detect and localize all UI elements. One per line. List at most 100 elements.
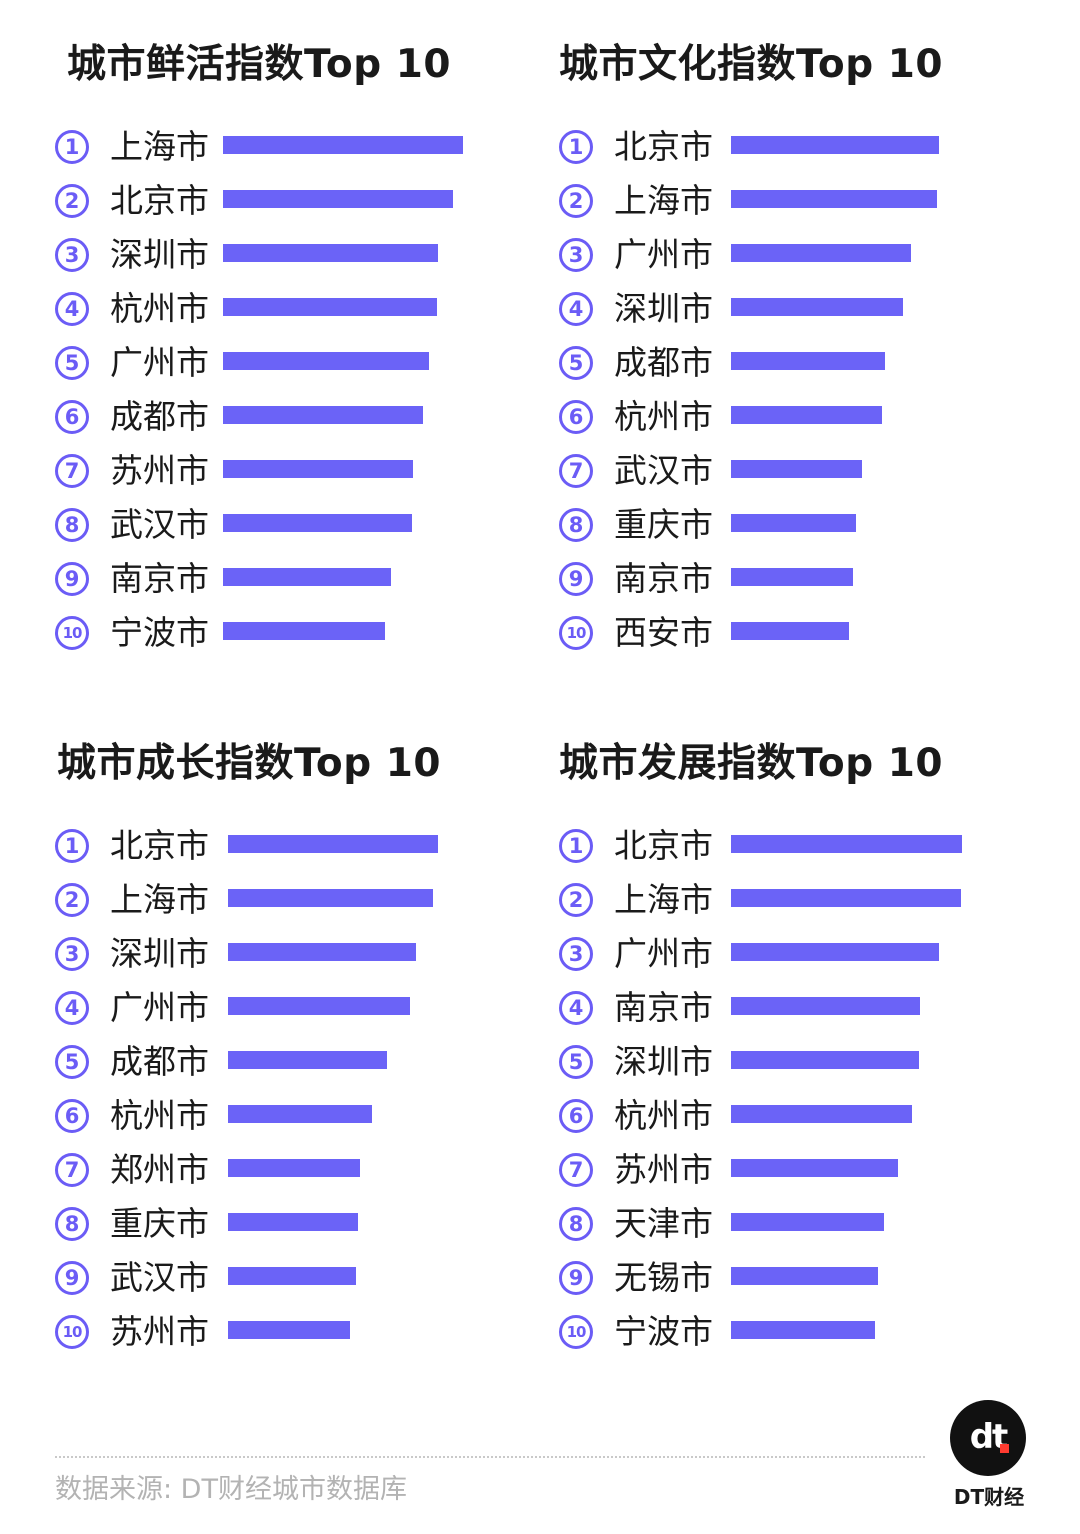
category-label: 深圳市 [110,934,209,973]
rank-badge-icon: 2 [559,184,593,218]
bar [228,1159,361,1177]
rank-badge-icon: 6 [55,400,89,434]
bar [731,835,962,853]
rank-badge-icon: 1 [559,130,593,164]
bar [228,835,438,853]
rank-badge-icon: 4 [559,991,593,1025]
bar-row: 3 广州市 [559,231,1059,285]
bar-row: 5 成都市 [55,1038,555,1092]
bar-row: 5 成都市 [559,339,1059,393]
bar-row: 2 上海市 [559,177,1059,231]
bar-row: 6 杭州市 [55,1092,555,1146]
bar [223,622,385,640]
footer-divider [55,1456,925,1458]
rank-badge-icon: 5 [55,1045,89,1079]
rank-badge-icon: 10 [55,616,89,650]
rank-badge-icon: 9 [55,1261,89,1295]
category-label: 杭州市 [614,1096,713,1135]
chart-panel-1: 城市鲜活指数Top 10 1 上海市 2 北京市 3 深圳市 4 杭州市 5 广州市 6 成都市 7 苏州… [55,35,555,675]
rank-badge-icon: 10 [55,1315,89,1349]
bar-rows: 1 北京市 2 上海市 3 深圳市 4 广州市 5 成都市 6 杭州市 7 郑州市 8 重庆市 9 武汉市 10 苏州… [55,734,555,1374]
rank-badge-icon: 10 [559,1315,593,1349]
bar-rows: 1 北京市 2 上海市 3 广州市 4 南京市 5 深圳市 6 杭州市 7 苏州市 8 天津市 9 无锡市 10 宁波… [559,734,1059,1374]
category-label: 重庆市 [110,1204,209,1243]
chart-title: 城市成长指数Top 10 [57,741,441,786]
brand-name: DT财经 [953,1485,1025,1509]
rank-badge-icon: 2 [559,883,593,917]
chart-title: 城市文化指数Top 10 [559,42,943,87]
rank-badge-icon: 3 [559,937,593,971]
rank-badge-icon: 8 [55,508,89,542]
bar [223,244,439,262]
bar-row: 10 西安市 [559,609,1059,663]
bar [731,943,939,961]
bar-row: 8 天津市 [559,1200,1059,1254]
bar [228,1051,387,1069]
category-label: 苏州市 [110,1312,209,1351]
bar-row: 3 深圳市 [55,930,555,984]
bar [228,997,411,1015]
bar [223,568,391,586]
bar-row: 5 广州市 [55,339,555,393]
category-label: 武汉市 [614,451,713,490]
category-label: 北京市 [110,826,209,865]
rank-badge-icon: 9 [55,562,89,596]
category-label: 杭州市 [614,397,713,436]
bar-row: 8 武汉市 [55,501,555,555]
bar-row: 1 北京市 [559,822,1059,876]
rank-badge-icon: 4 [559,292,593,326]
category-label: 上海市 [110,880,209,919]
category-label: 深圳市 [614,1042,713,1081]
rank-badge-icon: 5 [559,1045,593,1079]
bar-row: 3 广州市 [559,930,1059,984]
bar [731,622,849,640]
category-label: 上海市 [614,181,713,220]
bar [223,406,423,424]
bar-row: 4 广州市 [55,984,555,1038]
bar [731,136,939,154]
dt-logo: dt [950,1400,1026,1476]
bar-row: 7 郑州市 [55,1146,555,1200]
rank-badge-icon: 2 [55,883,89,917]
bar [731,1267,878,1285]
bar-row: 1 北京市 [55,822,555,876]
bar [731,460,863,478]
bar-row: 4 南京市 [559,984,1059,1038]
rank-badge-icon: 2 [55,184,89,218]
bar [731,1051,920,1069]
rank-badge-icon: 3 [55,238,89,272]
bar [228,1321,350,1339]
bar [228,1105,373,1123]
category-label: 苏州市 [110,451,209,490]
category-label: 上海市 [614,880,713,919]
bar [228,889,433,907]
bar [731,889,962,907]
bar-row: 2 北京市 [55,177,555,231]
category-label: 广州市 [110,988,209,1027]
category-label: 郑州市 [110,1150,209,1189]
bar [731,997,921,1015]
bar [731,514,856,532]
category-label: 成都市 [110,397,209,436]
rank-badge-icon: 3 [559,238,593,272]
bar [731,298,904,316]
chart-panel-3: 城市成长指数Top 10 1 北京市 2 上海市 3 深圳市 4 广州市 5 成都市 6 杭州市 7 郑州… [55,734,555,1374]
bar-row: 1 上海市 [55,123,555,177]
bar-row: 10 宁波市 [559,1308,1059,1362]
bar [223,352,429,370]
rank-badge-icon: 7 [559,1153,593,1187]
bar-row: 10 宁波市 [55,609,555,663]
bar-row: 7 武汉市 [559,447,1059,501]
chart-title: 城市发展指数Top 10 [559,741,943,786]
chart-panel-4: 城市发展指数Top 10 1 北京市 2 上海市 3 广州市 4 南京市 5 深圳市 6 杭州市 7 苏州… [559,734,1059,1374]
category-label: 苏州市 [614,1150,713,1189]
bar-row: 9 无锡市 [559,1254,1059,1308]
bar [223,514,413,532]
category-label: 南京市 [614,559,713,598]
bar [223,136,463,154]
rank-badge-icon: 1 [559,829,593,863]
bar [731,568,854,586]
data-source-note: 数据来源: DT财经城市数据库 [55,1474,407,1505]
category-label: 南京市 [110,559,209,598]
category-label: 天津市 [614,1204,713,1243]
